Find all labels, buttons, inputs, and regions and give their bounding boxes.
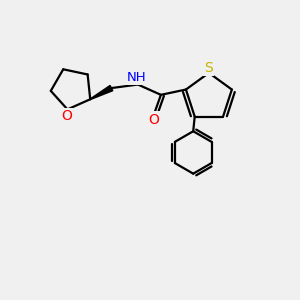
Text: S: S [205,61,213,75]
Text: O: O [148,112,159,127]
Text: O: O [61,109,72,123]
Polygon shape [90,85,113,100]
Text: NH: NH [127,71,147,84]
